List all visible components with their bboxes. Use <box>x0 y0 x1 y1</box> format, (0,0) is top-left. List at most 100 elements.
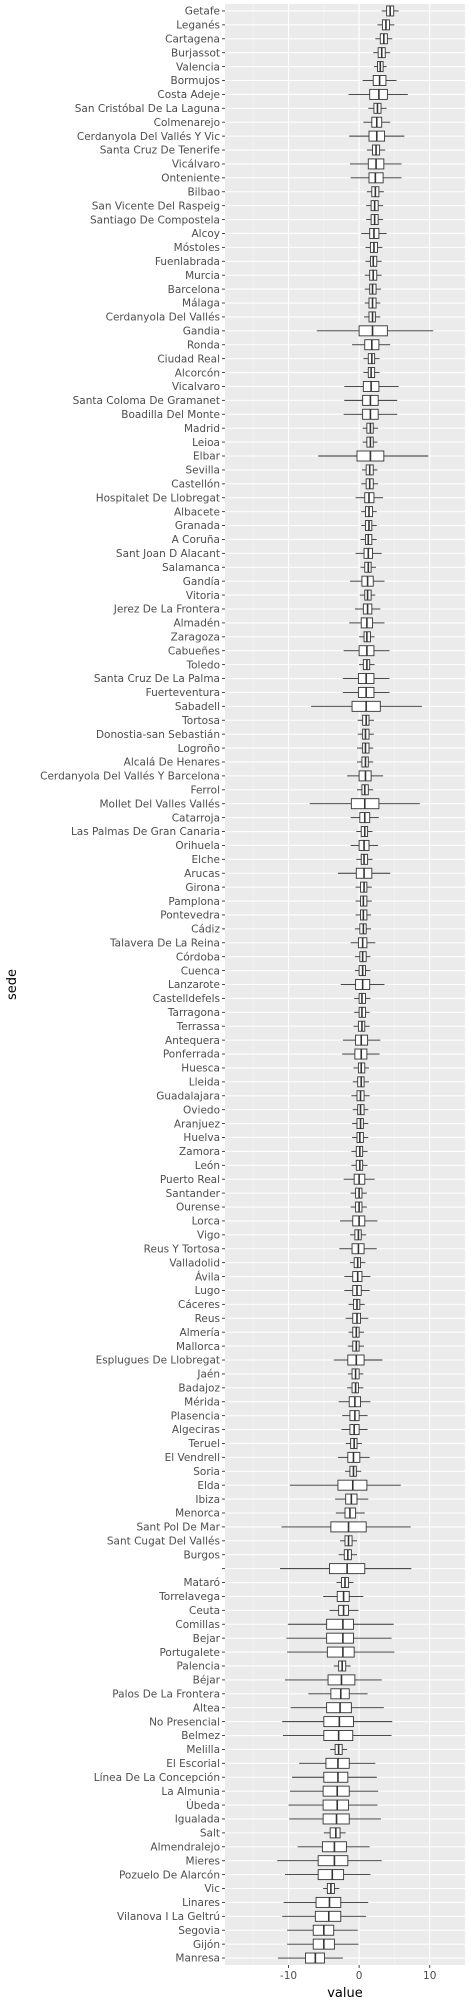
box-valladolid <box>349 1257 366 1269</box>
y-tick-label: Murcia <box>185 270 220 282</box>
y-tick-label: Girona <box>185 882 220 894</box>
y-tick-label: Alcorcón <box>175 367 220 379</box>
box-iqr <box>322 1785 350 1797</box>
box-hospitalet-de-llobregat <box>355 492 384 504</box>
y-axis-title: sede <box>5 969 20 1000</box>
y-tick-label: Madrid <box>184 423 220 435</box>
y-tick-label: Mataró <box>183 1577 220 1589</box>
y-tick-label: Portugalete <box>159 1647 220 1659</box>
box-linares <box>283 1896 369 1908</box>
box-iqr <box>326 1702 352 1714</box>
box-bormujos <box>362 75 397 86</box>
box-belmez <box>282 1730 392 1741</box>
y-tick-label: León <box>195 1160 220 1172</box>
y-tick-label: Valladolid <box>169 1257 220 1269</box>
y-tick-label: Gandia <box>183 326 220 338</box>
y-tick-label: Burgos <box>183 1549 220 1561</box>
box-sant-pol-de-mar <box>281 1521 411 1533</box>
y-tick-label: Ciudad Real <box>157 353 220 365</box>
box-logro-o <box>357 742 374 754</box>
y-tick-label: Almería <box>180 1327 220 1339</box>
y-tick-label: Alcalá De Henares <box>124 757 220 769</box>
y-tick-label: Castellón <box>171 479 220 491</box>
y-tick-label: Antequera <box>165 1035 220 1047</box>
y-tick-label: Palencia <box>177 1661 220 1673</box>
box-ronda <box>352 339 391 351</box>
box-m-rida <box>338 1396 371 1408</box>
box-huelva <box>352 1132 369 1143</box>
box-c-ceres <box>348 1298 365 1310</box>
y-tick-label: Reus Y Tortosa <box>144 1243 220 1255</box>
y-tick-label: Toledo <box>185 659 220 671</box>
y-tick-label: Hospitalet De Llobregat <box>96 492 220 504</box>
box-san-vicente-del-raspeig <box>366 200 384 212</box>
box-lleida <box>352 1076 369 1088</box>
box-vilanova-i-la-geltr- <box>282 1910 367 1922</box>
y-tick-label: Orihuela <box>175 840 220 852</box>
y-tick-label: Granada <box>175 520 220 532</box>
box-melilla <box>330 1743 348 1755</box>
box-fuenlabrada <box>365 255 382 267</box>
box-iqr <box>326 1618 354 1630</box>
box-la-almunia <box>289 1785 379 1797</box>
y-tick-label: Palos De La Frontera <box>112 1688 220 1700</box>
box-iqr <box>315 1896 342 1908</box>
box-santiago-de-compostela <box>366 214 384 226</box>
box-iqr <box>317 1855 349 1867</box>
y-tick-label: Ferrol <box>191 784 221 796</box>
y-tick-label: Vigo <box>197 1230 220 1242</box>
y-tick-label: Plasencia <box>171 1410 220 1422</box>
y-tick-label: Linares <box>182 1897 220 1909</box>
y-tick-label: Alcoy <box>191 228 220 240</box>
y-tick-label: Ponferrada <box>163 1049 220 1061</box>
box-boadilla-del-monte <box>343 408 398 420</box>
box-iqr <box>326 1646 355 1658</box>
box-jerez-de-la-frontera <box>354 603 381 615</box>
box-cerdanyola-del-vall-s <box>364 311 381 323</box>
y-tick-label: Ronda <box>187 339 220 351</box>
y-tick-label: Santa Cruz De Tenerife <box>100 145 220 157</box>
y-tick-label: Teruel <box>188 1438 220 1450</box>
box-l-nea-de-la-concepci-n <box>292 1771 377 1783</box>
y-tick-label: Altea <box>193 1702 220 1714</box>
box-tortosa <box>357 714 374 726</box>
x-tick-label: 10 <box>423 1970 436 1982</box>
y-tick-label: Manresa <box>175 1953 220 1965</box>
y-tick-label: Leganés <box>176 20 220 32</box>
y-tick-label: Costa Adeje <box>157 89 220 101</box>
y-tick-label: Reus <box>195 1313 220 1325</box>
y-tick-label: Las Palmas De Gran Canaria <box>71 826 220 838</box>
box-vicalvaro <box>344 381 399 392</box>
y-tick-label: Santa Cruz De La Palma <box>94 673 220 685</box>
box-soria <box>345 1465 362 1477</box>
box-gand-a <box>349 575 385 587</box>
box-santa-cruz-de-la-palma <box>342 673 390 684</box>
box-catarroja <box>350 812 379 824</box>
box-b-jar <box>285 1674 382 1686</box>
box-barcelona <box>364 283 381 295</box>
box-zaragoza <box>359 631 375 643</box>
box-gandia <box>316 325 434 337</box>
box-m-laga <box>364 297 381 309</box>
y-tick-label: Vitoria <box>186 590 220 602</box>
box-mieres <box>277 1855 382 1867</box>
y-tick-label: Guadalajara <box>156 1090 220 1102</box>
box-le-n <box>351 1159 368 1171</box>
box-el-escorial <box>299 1757 376 1769</box>
y-tick-label: Esplugues De Llobregat <box>96 1355 220 1367</box>
box-altea <box>290 1702 384 1714</box>
box-ourense <box>350 1201 367 1213</box>
box-vigo <box>349 1229 367 1241</box>
box-lanzarote <box>340 979 385 990</box>
y-tick-label: Badajoz <box>178 1383 220 1395</box>
y-tick-label: Vicálvaro <box>172 159 220 171</box>
y-tick-label: Bilbao <box>187 186 220 198</box>
box-costa-adeje <box>348 88 408 100</box>
boxes-layer <box>277 5 434 1964</box>
box-castell-n <box>361 478 379 490</box>
y-tick-label: Ourense <box>176 1202 220 1214</box>
y-tick-label: Cuenca <box>181 965 220 977</box>
y-tick-label: Vilanova I La Geltrú <box>117 1911 220 1923</box>
box-mollet-del-valles-vall-s <box>309 798 420 810</box>
x-axis-title: value <box>327 1986 363 2000</box>
